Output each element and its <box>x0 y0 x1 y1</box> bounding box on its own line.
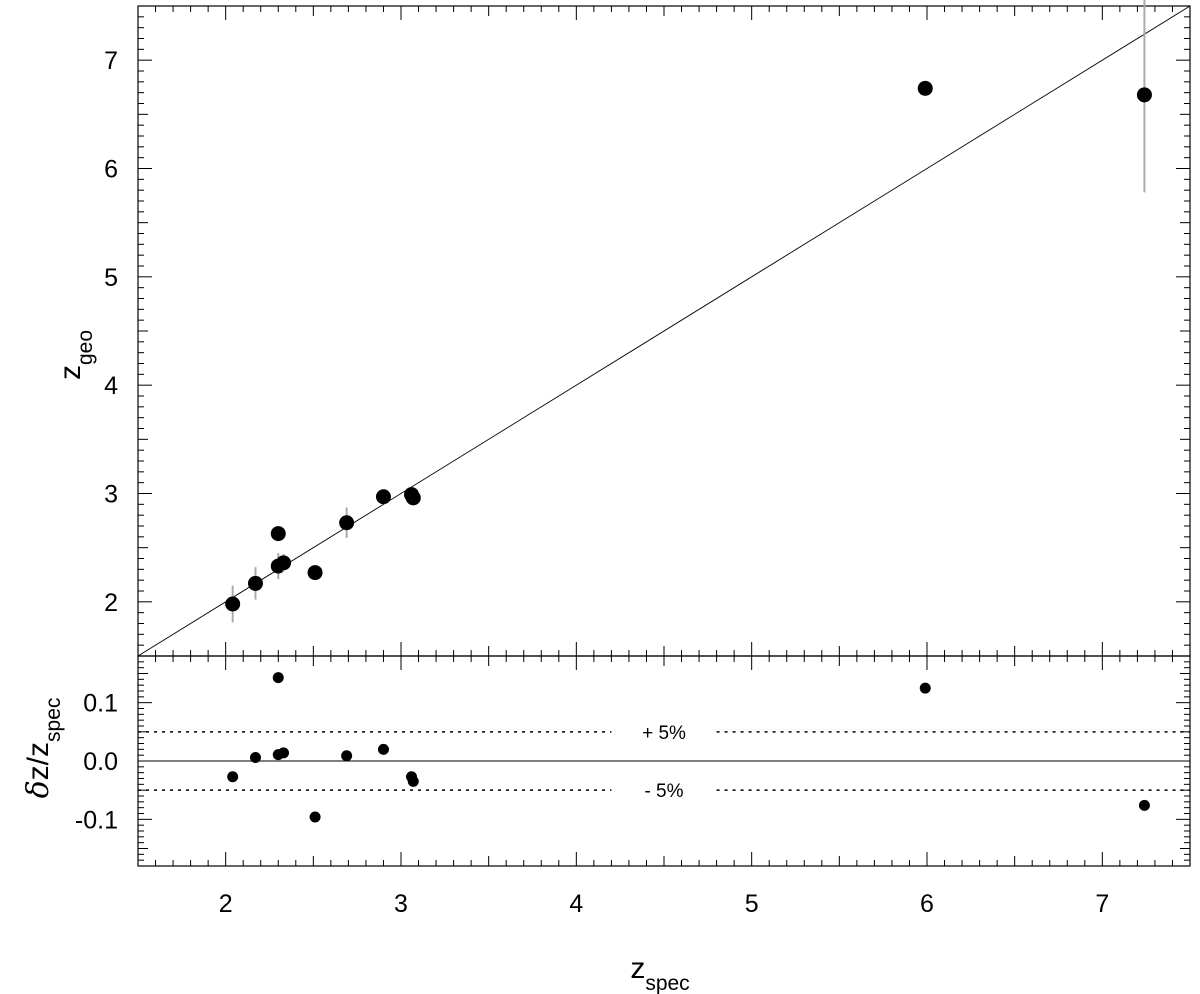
residual-point <box>278 747 290 759</box>
top-panel: 2 3 4 5 6 7 <box>104 0 1191 657</box>
data-point <box>225 596 241 612</box>
residual-point <box>249 752 261 763</box>
residual-point <box>227 771 239 783</box>
ylabel-zgeo: zgeo <box>54 330 97 380</box>
data-point <box>1136 87 1152 103</box>
residual-point <box>341 750 353 762</box>
ylabel-dz-zspec: δz/zspec <box>21 698 65 799</box>
top-y-tick-label: 5 <box>104 264 118 292</box>
residual-point <box>919 682 931 694</box>
data-point <box>917 80 933 96</box>
residual-y-tick-label: 0.1 <box>83 690 118 718</box>
one-to-one-line <box>137 5 1191 657</box>
top-y-tick-label: 6 <box>104 156 118 184</box>
data-point <box>276 555 292 571</box>
x-tick-label: 5 <box>745 890 759 918</box>
top-y-tick-label: 4 <box>104 372 118 400</box>
data-point <box>339 515 355 531</box>
x-tick-label: 6 <box>920 890 934 918</box>
top-y-tick-label: 7 <box>104 47 118 75</box>
residual-panel: -0.1 0.0 0.1 2 3 4 5 6 7 + 5% - 5% <box>75 655 1191 918</box>
x-tick-label: 2 <box>219 890 233 918</box>
data-point <box>247 575 263 591</box>
top-y-tick-label: 3 <box>104 481 118 509</box>
top-y-tick-label: 2 <box>104 589 118 617</box>
x-tick-label: 3 <box>394 890 408 918</box>
plus-5pct-label: + 5% <box>642 723 686 744</box>
residual-point <box>1138 799 1150 811</box>
residual-y-tick-label: 0.0 <box>83 748 118 776</box>
residual-y-tick-label: -0.1 <box>75 806 118 834</box>
minus-5pct-label: - 5% <box>644 781 683 802</box>
x-tick-label: 7 <box>1095 890 1109 918</box>
data-point <box>270 526 286 542</box>
data-point <box>375 489 391 505</box>
data-point <box>307 565 323 581</box>
data-point <box>405 490 421 506</box>
axis-titles: zgeo δz/zspec zspec <box>21 330 690 994</box>
xlabel-zspec: zspec <box>630 952 689 994</box>
x-tick-label: 4 <box>569 890 583 918</box>
residual-point <box>309 811 321 823</box>
residual-point <box>407 775 419 787</box>
residual-point <box>377 743 389 755</box>
residual-point <box>272 672 284 684</box>
